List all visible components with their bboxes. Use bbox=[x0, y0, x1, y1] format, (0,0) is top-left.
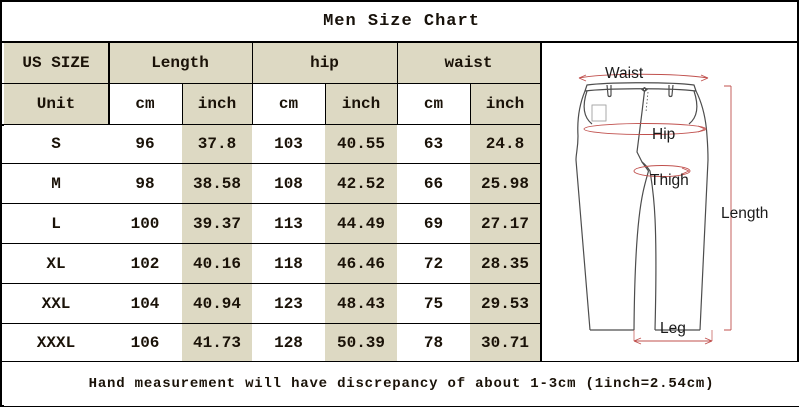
svg-text:Hip: Hip bbox=[652, 126, 675, 143]
svg-text:Waist: Waist bbox=[605, 65, 644, 82]
svg-text:Leg: Leg bbox=[660, 320, 686, 337]
svg-text:Thigh: Thigh bbox=[650, 172, 689, 189]
svg-text:Length: Length bbox=[721, 205, 768, 222]
